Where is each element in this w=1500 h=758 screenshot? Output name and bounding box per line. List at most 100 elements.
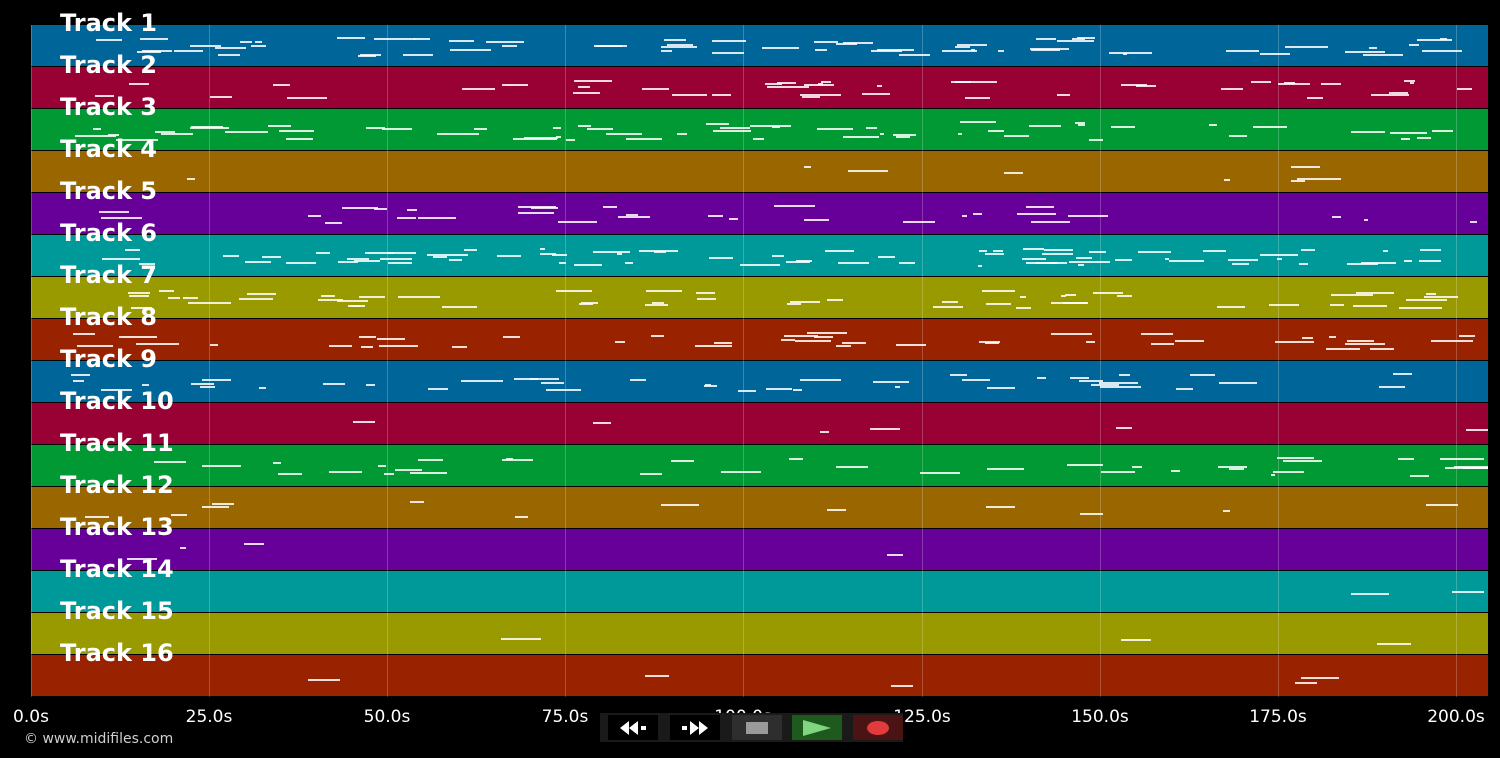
note (413, 38, 430, 41)
note (1076, 257, 1092, 260)
note (624, 261, 633, 264)
note (876, 49, 914, 52)
note (790, 300, 821, 303)
note (92, 128, 101, 131)
rewind-button[interactable] (608, 715, 658, 740)
time-gridline (743, 25, 744, 697)
note (672, 93, 707, 96)
note (985, 342, 1000, 345)
note (217, 54, 240, 57)
note (433, 256, 447, 259)
note (1004, 134, 1030, 137)
note (358, 335, 376, 338)
track-label: Track 14 (60, 555, 174, 583)
record-button[interactable] (853, 715, 903, 740)
note (814, 48, 828, 51)
note (502, 44, 517, 47)
record-icon (867, 720, 889, 735)
track-label: Track 15 (60, 597, 174, 625)
play-button[interactable] (792, 715, 842, 740)
note (824, 250, 855, 253)
note (826, 509, 847, 512)
note (321, 295, 336, 298)
note (1347, 263, 1379, 266)
note (1015, 306, 1031, 309)
note (957, 43, 988, 46)
note (1409, 43, 1419, 46)
note (1067, 463, 1104, 466)
note (1260, 52, 1290, 55)
note (1291, 166, 1320, 169)
note (328, 345, 353, 348)
transport-controls (600, 713, 903, 742)
note (1030, 47, 1070, 50)
note (1077, 124, 1086, 127)
time-gridline (209, 25, 210, 697)
note (374, 38, 415, 41)
note (1284, 81, 1295, 84)
note (1409, 474, 1429, 477)
note (1271, 474, 1276, 477)
note (76, 344, 114, 347)
note (978, 250, 988, 253)
note (388, 262, 412, 265)
note (596, 44, 628, 47)
note (896, 136, 911, 139)
fast-forward-button[interactable] (670, 715, 720, 740)
note (1284, 45, 1329, 48)
note (712, 129, 751, 132)
note (1051, 332, 1092, 335)
note (1110, 126, 1135, 129)
note (783, 334, 818, 337)
note (578, 86, 590, 89)
track-lane (31, 193, 1488, 234)
note (1091, 383, 1120, 386)
note (933, 306, 964, 309)
note (1209, 124, 1218, 126)
note (720, 126, 751, 129)
note (836, 43, 858, 46)
time-tick-label: 25.0s (185, 707, 233, 727)
note (101, 258, 141, 261)
note (1329, 303, 1345, 306)
note-events (31, 613, 1488, 654)
note (1277, 82, 1310, 85)
note (695, 345, 733, 348)
note (1302, 337, 1314, 340)
note (951, 80, 971, 83)
note (1356, 292, 1395, 295)
note (1345, 343, 1385, 346)
note (190, 126, 230, 129)
note (707, 214, 723, 217)
note (950, 373, 968, 376)
note (703, 385, 718, 388)
track-lane (31, 361, 1488, 402)
note (1221, 88, 1243, 91)
note (556, 136, 562, 139)
note-events (31, 487, 1488, 528)
note (486, 40, 525, 43)
track-label: Track 6 (60, 219, 158, 247)
note-events (31, 235, 1488, 276)
note (410, 471, 447, 474)
note (729, 217, 739, 220)
note (154, 130, 175, 133)
note (841, 342, 866, 345)
note (721, 470, 762, 473)
track-label: Track 12 (60, 471, 174, 499)
note (239, 298, 273, 301)
note (1259, 253, 1298, 256)
note (711, 94, 732, 97)
stop-button[interactable] (732, 715, 782, 740)
note (792, 388, 802, 391)
note (417, 458, 443, 461)
note (191, 125, 224, 128)
note (347, 258, 370, 261)
note (1079, 379, 1104, 382)
stop-icon (746, 721, 768, 734)
note (789, 458, 803, 461)
note (245, 260, 271, 263)
note (129, 294, 150, 297)
note (286, 262, 317, 265)
note (1250, 81, 1271, 84)
